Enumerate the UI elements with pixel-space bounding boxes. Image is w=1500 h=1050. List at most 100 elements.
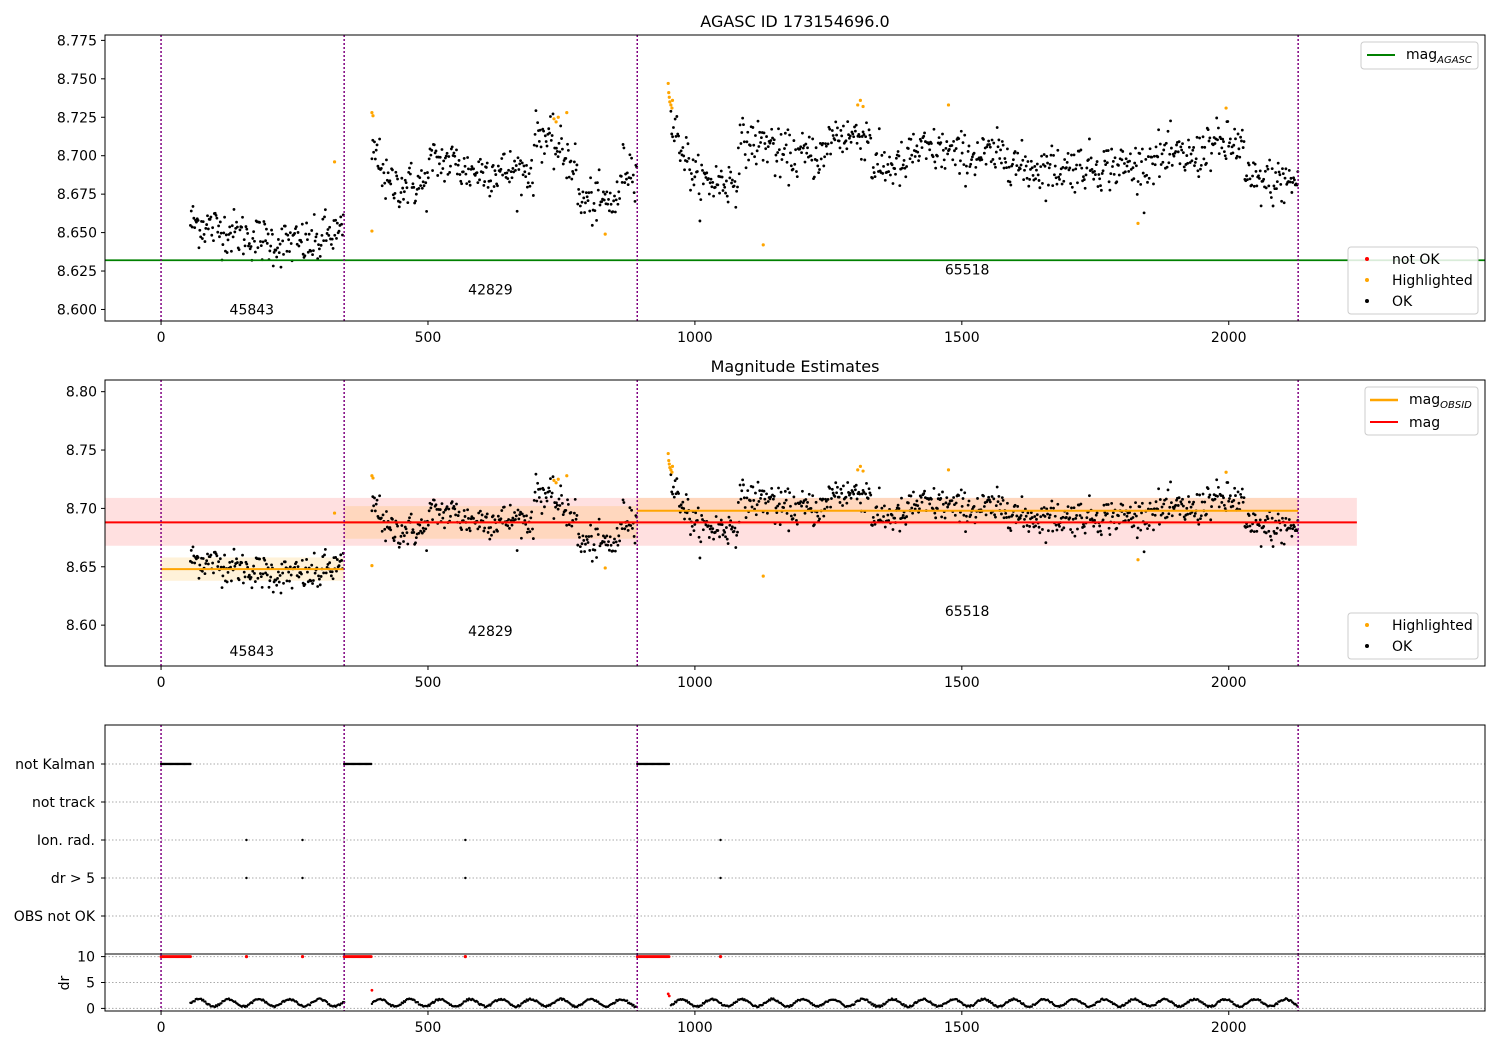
- ok-point: [1227, 499, 1231, 503]
- ok-point: [1096, 530, 1100, 534]
- ok-point: [994, 515, 997, 519]
- ok-point: [375, 498, 379, 502]
- ok-point: [520, 161, 524, 165]
- highlighted-point: [603, 232, 607, 236]
- ok-point: [572, 160, 576, 164]
- ok-point: [1047, 516, 1051, 520]
- ok-point: [1025, 524, 1029, 527]
- dr-point: [215, 1005, 219, 1008]
- ok-point: [1095, 160, 1099, 163]
- ok-point: [529, 166, 533, 170]
- ok-point: [841, 504, 844, 507]
- ok-point: [513, 511, 516, 514]
- ok-point: [452, 151, 456, 155]
- ok-point: [830, 141, 833, 145]
- dr-point: [399, 1003, 402, 1006]
- ok-point: [241, 581, 245, 585]
- ok-point: [304, 232, 308, 236]
- ok-point: [545, 144, 549, 148]
- ok-point: [460, 182, 464, 186]
- ok-point: [243, 244, 247, 248]
- ok-point: [952, 139, 956, 143]
- ok-point: [285, 579, 289, 583]
- ok-point: [1158, 175, 1161, 179]
- ok-point: [759, 497, 762, 500]
- ok-point: [766, 160, 769, 164]
- highlighted-point: [556, 477, 560, 481]
- ok-point: [427, 509, 431, 513]
- ok-point: [886, 513, 890, 517]
- ok-point: [724, 191, 727, 195]
- legend-label-mag: mag: [1409, 415, 1440, 431]
- ok-point: [1098, 524, 1102, 528]
- ok-point: [385, 178, 389, 182]
- ok-point: [1290, 534, 1294, 538]
- highlighted-point: [669, 103, 673, 107]
- ok-point: [449, 514, 452, 518]
- ok-point: [778, 523, 782, 526]
- ok-point: [1186, 161, 1190, 165]
- ok-point: [245, 227, 249, 231]
- ok-point: [972, 151, 976, 155]
- ok-point: [873, 175, 877, 179]
- ok-point: [333, 233, 337, 237]
- ok-point: [1287, 168, 1291, 172]
- ok-point: [1239, 135, 1243, 139]
- ok-point: [1039, 515, 1043, 519]
- ok-point: [778, 175, 782, 179]
- ok-point: [479, 157, 482, 161]
- ok-point: [1107, 526, 1111, 530]
- ok-point: [328, 561, 332, 565]
- flag-mark: [464, 876, 467, 880]
- ok-point: [231, 235, 235, 239]
- ok-point: [750, 152, 754, 156]
- ok-point: [848, 492, 852, 495]
- dr-point: [370, 1002, 374, 1006]
- ok-point: [1167, 161, 1171, 165]
- ok-point: [1082, 525, 1086, 528]
- ok-point: [330, 237, 334, 241]
- ok-point: [467, 180, 471, 184]
- ok-point: [235, 220, 238, 224]
- ok-point: [1170, 514, 1174, 518]
- ok-point: [414, 541, 417, 545]
- ok-point: [339, 215, 343, 219]
- ok-point: [282, 252, 285, 256]
- ok-point: [264, 239, 267, 243]
- ok-point: [507, 168, 510, 172]
- ok-point: [241, 215, 244, 219]
- ok-point: [488, 194, 492, 198]
- dr-point: [630, 1002, 633, 1005]
- ok-point: [1133, 512, 1137, 516]
- ok-point: [1013, 503, 1017, 507]
- dr-point: [873, 1003, 877, 1007]
- ok-point: [399, 534, 403, 538]
- ok-point: [1152, 154, 1156, 158]
- ok-point: [566, 148, 570, 152]
- ok-point: [211, 561, 215, 565]
- ok-point: [844, 139, 848, 143]
- ok-point: [215, 554, 219, 558]
- ok-point: [1140, 147, 1144, 151]
- ok-point: [315, 232, 319, 236]
- ok-point: [430, 148, 434, 152]
- ok-point: [952, 496, 956, 499]
- ok-point: [206, 562, 210, 566]
- ok-point: [1197, 175, 1201, 179]
- ok-point: [465, 182, 469, 186]
- ok-point: [1029, 159, 1033, 163]
- ok-point: [499, 517, 503, 521]
- ok-point: [841, 150, 844, 154]
- ok-point: [708, 527, 712, 531]
- ok-point: [567, 523, 571, 527]
- x-tick-label: 0: [157, 675, 166, 691]
- ok-point: [463, 164, 467, 168]
- ok-point: [473, 173, 477, 177]
- ok-point: [1099, 529, 1102, 533]
- ok-point: [855, 497, 859, 501]
- ok-point: [1222, 150, 1226, 154]
- ok-point: [1263, 169, 1267, 173]
- ok-point: [674, 134, 678, 138]
- ok-point: [321, 217, 325, 221]
